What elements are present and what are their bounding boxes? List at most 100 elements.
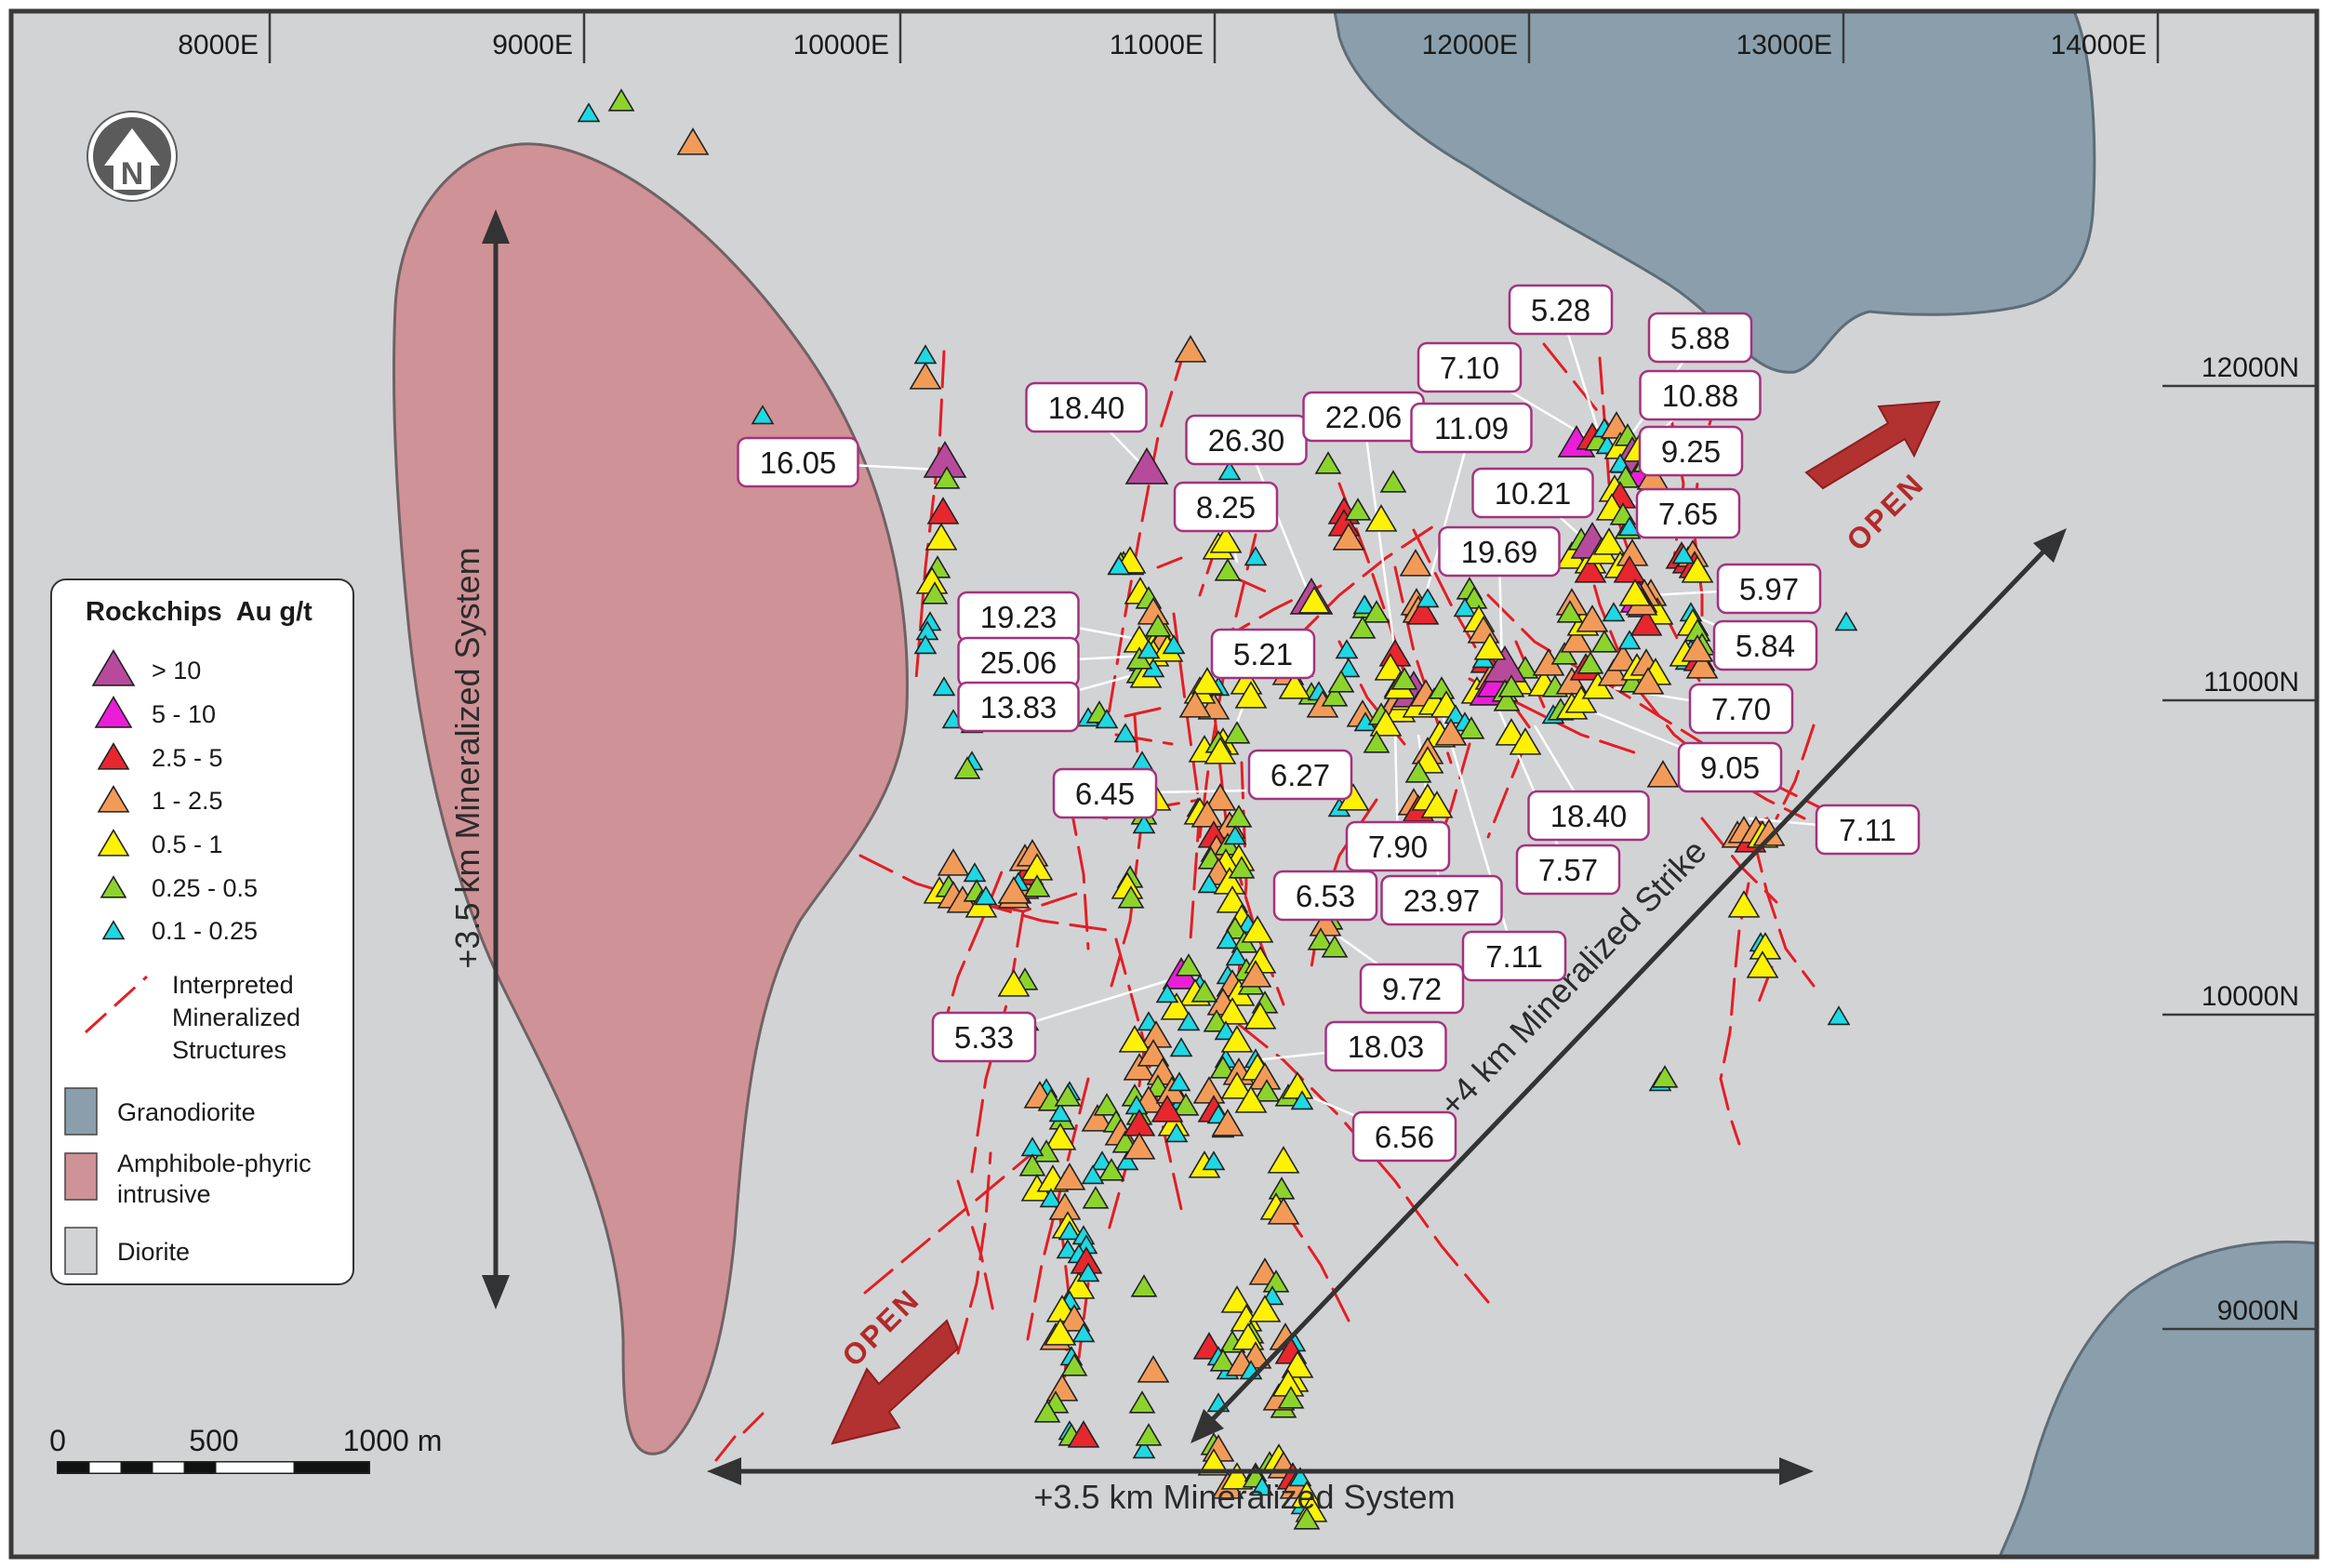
rockchip-sample — [1646, 760, 1680, 788]
rockchip-sample — [1363, 600, 1390, 623]
grade-label: 10.88 — [1639, 369, 1762, 421]
grade-label-text: 18.03 — [1348, 1030, 1425, 1064]
grade-label: 11.09 — [1410, 402, 1533, 454]
grade-label: 18.03 — [1324, 1020, 1447, 1072]
grade-label-text: 10.88 — [1662, 379, 1739, 413]
mineralized-structure — [1068, 798, 1090, 950]
rockchip-sample — [1151, 1095, 1184, 1123]
grade-label: 6.27 — [1247, 749, 1353, 801]
rockchip-sample — [1048, 1102, 1072, 1123]
rockchip-sample — [1223, 825, 1247, 845]
mineralized-structure — [1291, 519, 1443, 644]
grade-label-box — [1712, 619, 1818, 671]
grade-label-box — [1359, 963, 1465, 1015]
grade-label-box — [1247, 749, 1353, 801]
grade-label-box — [1025, 381, 1148, 433]
grade-label-text: 10.21 — [1495, 476, 1572, 511]
legend-grade-label: 0.25 - 0.5 — [152, 874, 258, 902]
grade-label-text: 18.40 — [1550, 799, 1628, 833]
rockchip-sample — [1191, 979, 1218, 1003]
rockchip-sample — [1071, 1322, 1096, 1343]
rockchip-sample — [1209, 1056, 1237, 1079]
grade-label-box — [1380, 874, 1503, 926]
rockchip-sample — [1058, 1220, 1082, 1241]
north-arrow-letter: N — [121, 156, 144, 192]
rockchip-sample — [1727, 890, 1761, 918]
rockchip-sample — [1244, 546, 1268, 566]
rockchip-sample — [1090, 1150, 1114, 1171]
rockchip-sample — [1416, 588, 1440, 608]
mineralized-structure — [1156, 556, 1183, 569]
rockchip-sample — [1217, 460, 1242, 481]
rockchip-sample — [1248, 1295, 1282, 1322]
rockchip-sample — [1204, 783, 1237, 811]
legend-unit-label: Amphibole-phyric — [117, 1149, 312, 1177]
rockchip-sample — [1128, 1390, 1156, 1414]
grade-label: 23.97 — [1380, 874, 1503, 926]
rockchip-sample — [1107, 555, 1131, 576]
rockchip-sample — [1631, 667, 1665, 695]
grade-label-box — [1647, 312, 1753, 364]
rockchip-sample — [1155, 983, 1179, 1003]
grade-label: 25.06 — [957, 636, 1080, 688]
rockchip-sample — [1332, 523, 1365, 551]
label-leader — [1244, 439, 1313, 601]
rockchip-sample — [925, 523, 958, 551]
grade-label-box — [1635, 487, 1741, 539]
grade-label-box — [737, 436, 859, 488]
rockchip-sample — [1592, 527, 1626, 555]
scale-label-0: 0 — [49, 1424, 66, 1457]
map-frame — [8, 8, 2320, 1560]
mineralized-structure — [742, 1412, 765, 1434]
rockchip-sample — [1220, 1025, 1254, 1053]
mineralized-structure — [914, 350, 946, 681]
grade-label: 7.10 — [1417, 341, 1523, 393]
scale-bar: 0 500 1000 m — [49, 1424, 442, 1474]
rockchip-sample — [1374, 653, 1407, 681]
rockchip-sample — [1363, 730, 1390, 753]
rockchip-sample — [1327, 670, 1355, 693]
rockchip-sample — [1399, 549, 1432, 577]
mineralized-structure — [1124, 705, 1169, 718]
rockchip-sample — [1337, 658, 1361, 678]
rockchip-sample — [1067, 1420, 1100, 1448]
rockchip-sample — [1144, 614, 1172, 637]
grade-label-text: 7.11 — [1839, 813, 1896, 847]
rockchip-sample — [1137, 639, 1161, 659]
rockchip-sample — [1214, 1020, 1238, 1041]
scale-label-500: 500 — [189, 1424, 238, 1457]
grade-label-text: 7.10 — [1440, 351, 1499, 385]
rockchip-sample — [1056, 1239, 1080, 1259]
rockchip-sample — [1172, 1093, 1200, 1116]
rockchip-sample — [1202, 1150, 1226, 1171]
rockchip-sample — [1321, 684, 1349, 707]
grade-label: 18.40 — [1025, 381, 1148, 433]
grade-label-box — [1345, 820, 1451, 872]
grade-label: 6.53 — [1272, 870, 1378, 922]
grade-label-text: 13.83 — [980, 690, 1058, 724]
legend-unit-swatch — [64, 1152, 98, 1201]
rockchip-sample — [1044, 1123, 1077, 1150]
mineralized-structure — [1751, 835, 1816, 988]
rockchip-sample — [1220, 1462, 1254, 1490]
rockchip-sample — [1564, 685, 1598, 713]
easting-label: 12000E — [1422, 30, 1518, 60]
rockchip-sample — [97, 829, 130, 857]
rockchip-sample — [1651, 1065, 1679, 1088]
grade-label-box — [931, 1011, 1037, 1063]
rockchip-sample — [97, 785, 130, 813]
grade-label-box — [1677, 741, 1783, 793]
scale-segment — [88, 1461, 122, 1474]
rockchip-sample — [1223, 721, 1251, 744]
grade-label-box — [957, 681, 1080, 733]
grade-label-text: 9.25 — [1661, 434, 1721, 469]
grade-label-text: 11.09 — [1434, 411, 1509, 445]
legend-units: Granodiorite Amphibole-phyric intrusive Dio… — [64, 1087, 312, 1275]
rockchip-sample — [1191, 667, 1224, 695]
grade-label-text: 5.28 — [1531, 293, 1590, 327]
rockchip-sample — [1420, 791, 1454, 818]
grade-label: 5.97 — [1716, 563, 1822, 615]
grade-label-text: 6.45 — [1075, 777, 1135, 811]
rockchip-sample — [1162, 634, 1186, 655]
